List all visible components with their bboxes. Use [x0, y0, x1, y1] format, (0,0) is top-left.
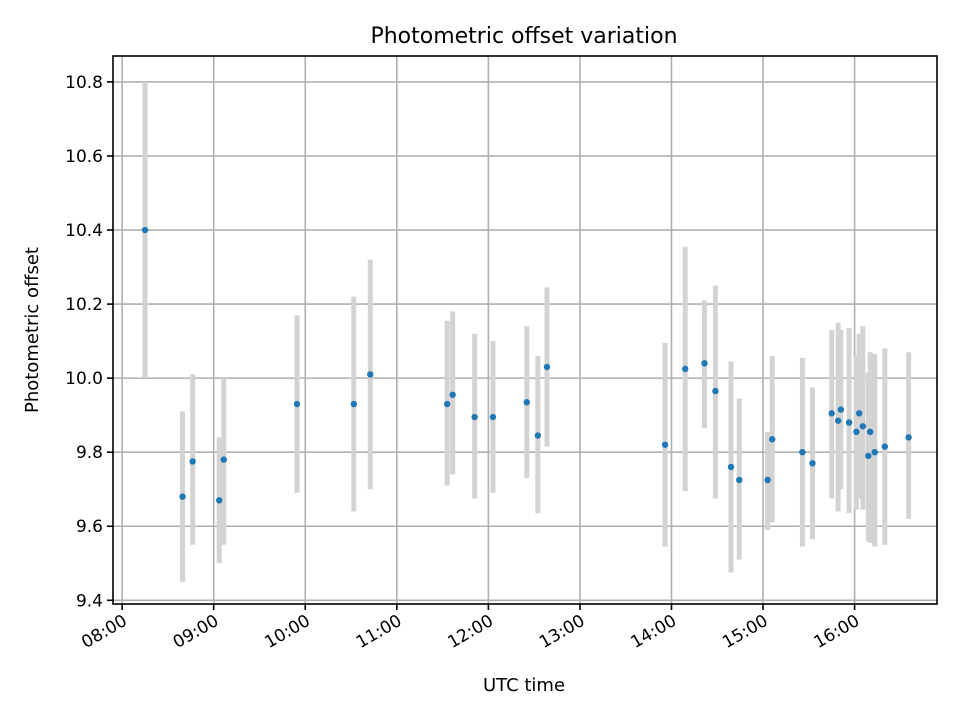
data-point [837, 406, 845, 413]
data-point [866, 428, 874, 436]
data-point [216, 497, 223, 504]
data-point [489, 413, 497, 421]
y-tick-label: 10.0 [65, 369, 103, 389]
data-point [853, 428, 860, 436]
y-tick-label: 10.2 [65, 295, 103, 315]
y-axis-label: Photometric offset [22, 247, 43, 413]
data-point [881, 443, 889, 450]
chart-title: Photometric offset variation [370, 24, 677, 49]
data-point [141, 226, 149, 234]
data-point [220, 456, 227, 463]
data-point [471, 413, 478, 421]
data-point [682, 365, 689, 373]
x-tick-label: 15:00 [719, 611, 771, 653]
y-tick-label: 10.6 [65, 147, 103, 167]
x-tick-label: 10:00 [261, 611, 313, 653]
data-point [834, 417, 842, 424]
data-point [443, 400, 451, 408]
data-point [845, 419, 853, 426]
x-axis-label: UTC time [483, 675, 565, 696]
y-axis-ticks: 9.4 9.6 9.8 10.0 10.2 10.4 10.6 10.8 [65, 73, 113, 611]
x-tick-label: 13:00 [536, 611, 588, 653]
data-point [523, 399, 531, 406]
x-tick-label: 14:00 [628, 611, 680, 653]
data-point [736, 476, 743, 484]
data-point [189, 458, 196, 465]
data-point [828, 410, 835, 417]
y-tick-label: 9.6 [76, 517, 103, 537]
x-axis-ticks: 08:00 09:00 10:00 11:00 12:00 13:00 14:00 15:00… [78, 604, 863, 653]
data-point [859, 423, 867, 430]
data-point [367, 371, 374, 378]
data-point [712, 387, 719, 395]
data-point [799, 448, 806, 456]
data-point [543, 363, 551, 371]
plot-frame [112, 55, 938, 605]
data-point [350, 400, 357, 408]
data-point [661, 441, 669, 448]
y-tick-label: 10.8 [65, 73, 103, 93]
data-point [701, 360, 708, 367]
data-point [769, 436, 776, 443]
data-point [727, 463, 735, 471]
x-tick-label: 11:00 [353, 611, 405, 653]
x-tick-label: 09:00 [170, 611, 222, 653]
data-point [865, 452, 872, 460]
y-tick-label: 9.8 [76, 443, 103, 463]
data-point [855, 410, 863, 417]
y-tick-label: 9.4 [76, 591, 103, 611]
data-point [449, 391, 456, 398]
x-tick-label: 08:00 [78, 611, 130, 653]
data-points [141, 226, 912, 504]
data-point [871, 448, 878, 456]
x-tick-label: 12:00 [444, 611, 496, 653]
data-point [809, 460, 816, 467]
data-point [534, 432, 542, 439]
data-point [179, 493, 186, 500]
data-point [764, 476, 771, 484]
y-tick-label: 10.4 [65, 221, 103, 241]
x-tick-label: 16:00 [811, 611, 863, 653]
data-point [905, 434, 912, 441]
data-point [293, 400, 301, 408]
error-bars [142, 81, 912, 582]
